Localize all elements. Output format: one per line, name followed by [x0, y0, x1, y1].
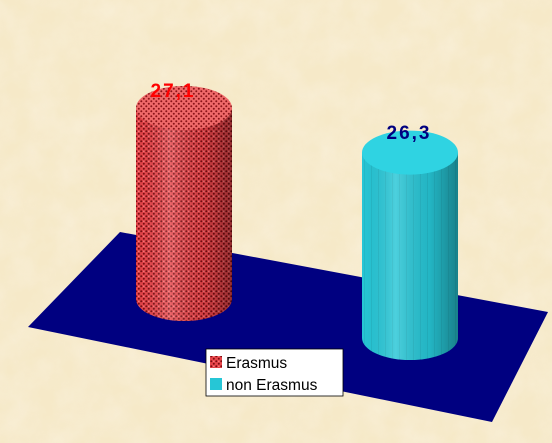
legend-swatch-non-erasmus [210, 378, 222, 390]
legend-label-erasmus: Erasmus [226, 355, 287, 372]
bars-group [136, 85, 458, 360]
legend: Erasmus non Erasmus [205, 348, 344, 397]
legend-box [205, 348, 344, 397]
bar-non-erasmus-top [362, 130, 458, 175]
data-label-non-erasmus: 26,3 [387, 123, 432, 144]
legend-swatch-erasmus [210, 356, 222, 368]
bar-non-erasmus [362, 130, 458, 360]
legend-label-non-erasmus: non Erasmus [226, 377, 318, 394]
bar-erasmus [136, 85, 232, 321]
bar-non-erasmus-shade [362, 152, 458, 360]
bar-erasmus-shade [136, 107, 232, 321]
data-label-erasmus: 27,1 [151, 81, 196, 102]
bar-erasmus-top [136, 85, 232, 130]
